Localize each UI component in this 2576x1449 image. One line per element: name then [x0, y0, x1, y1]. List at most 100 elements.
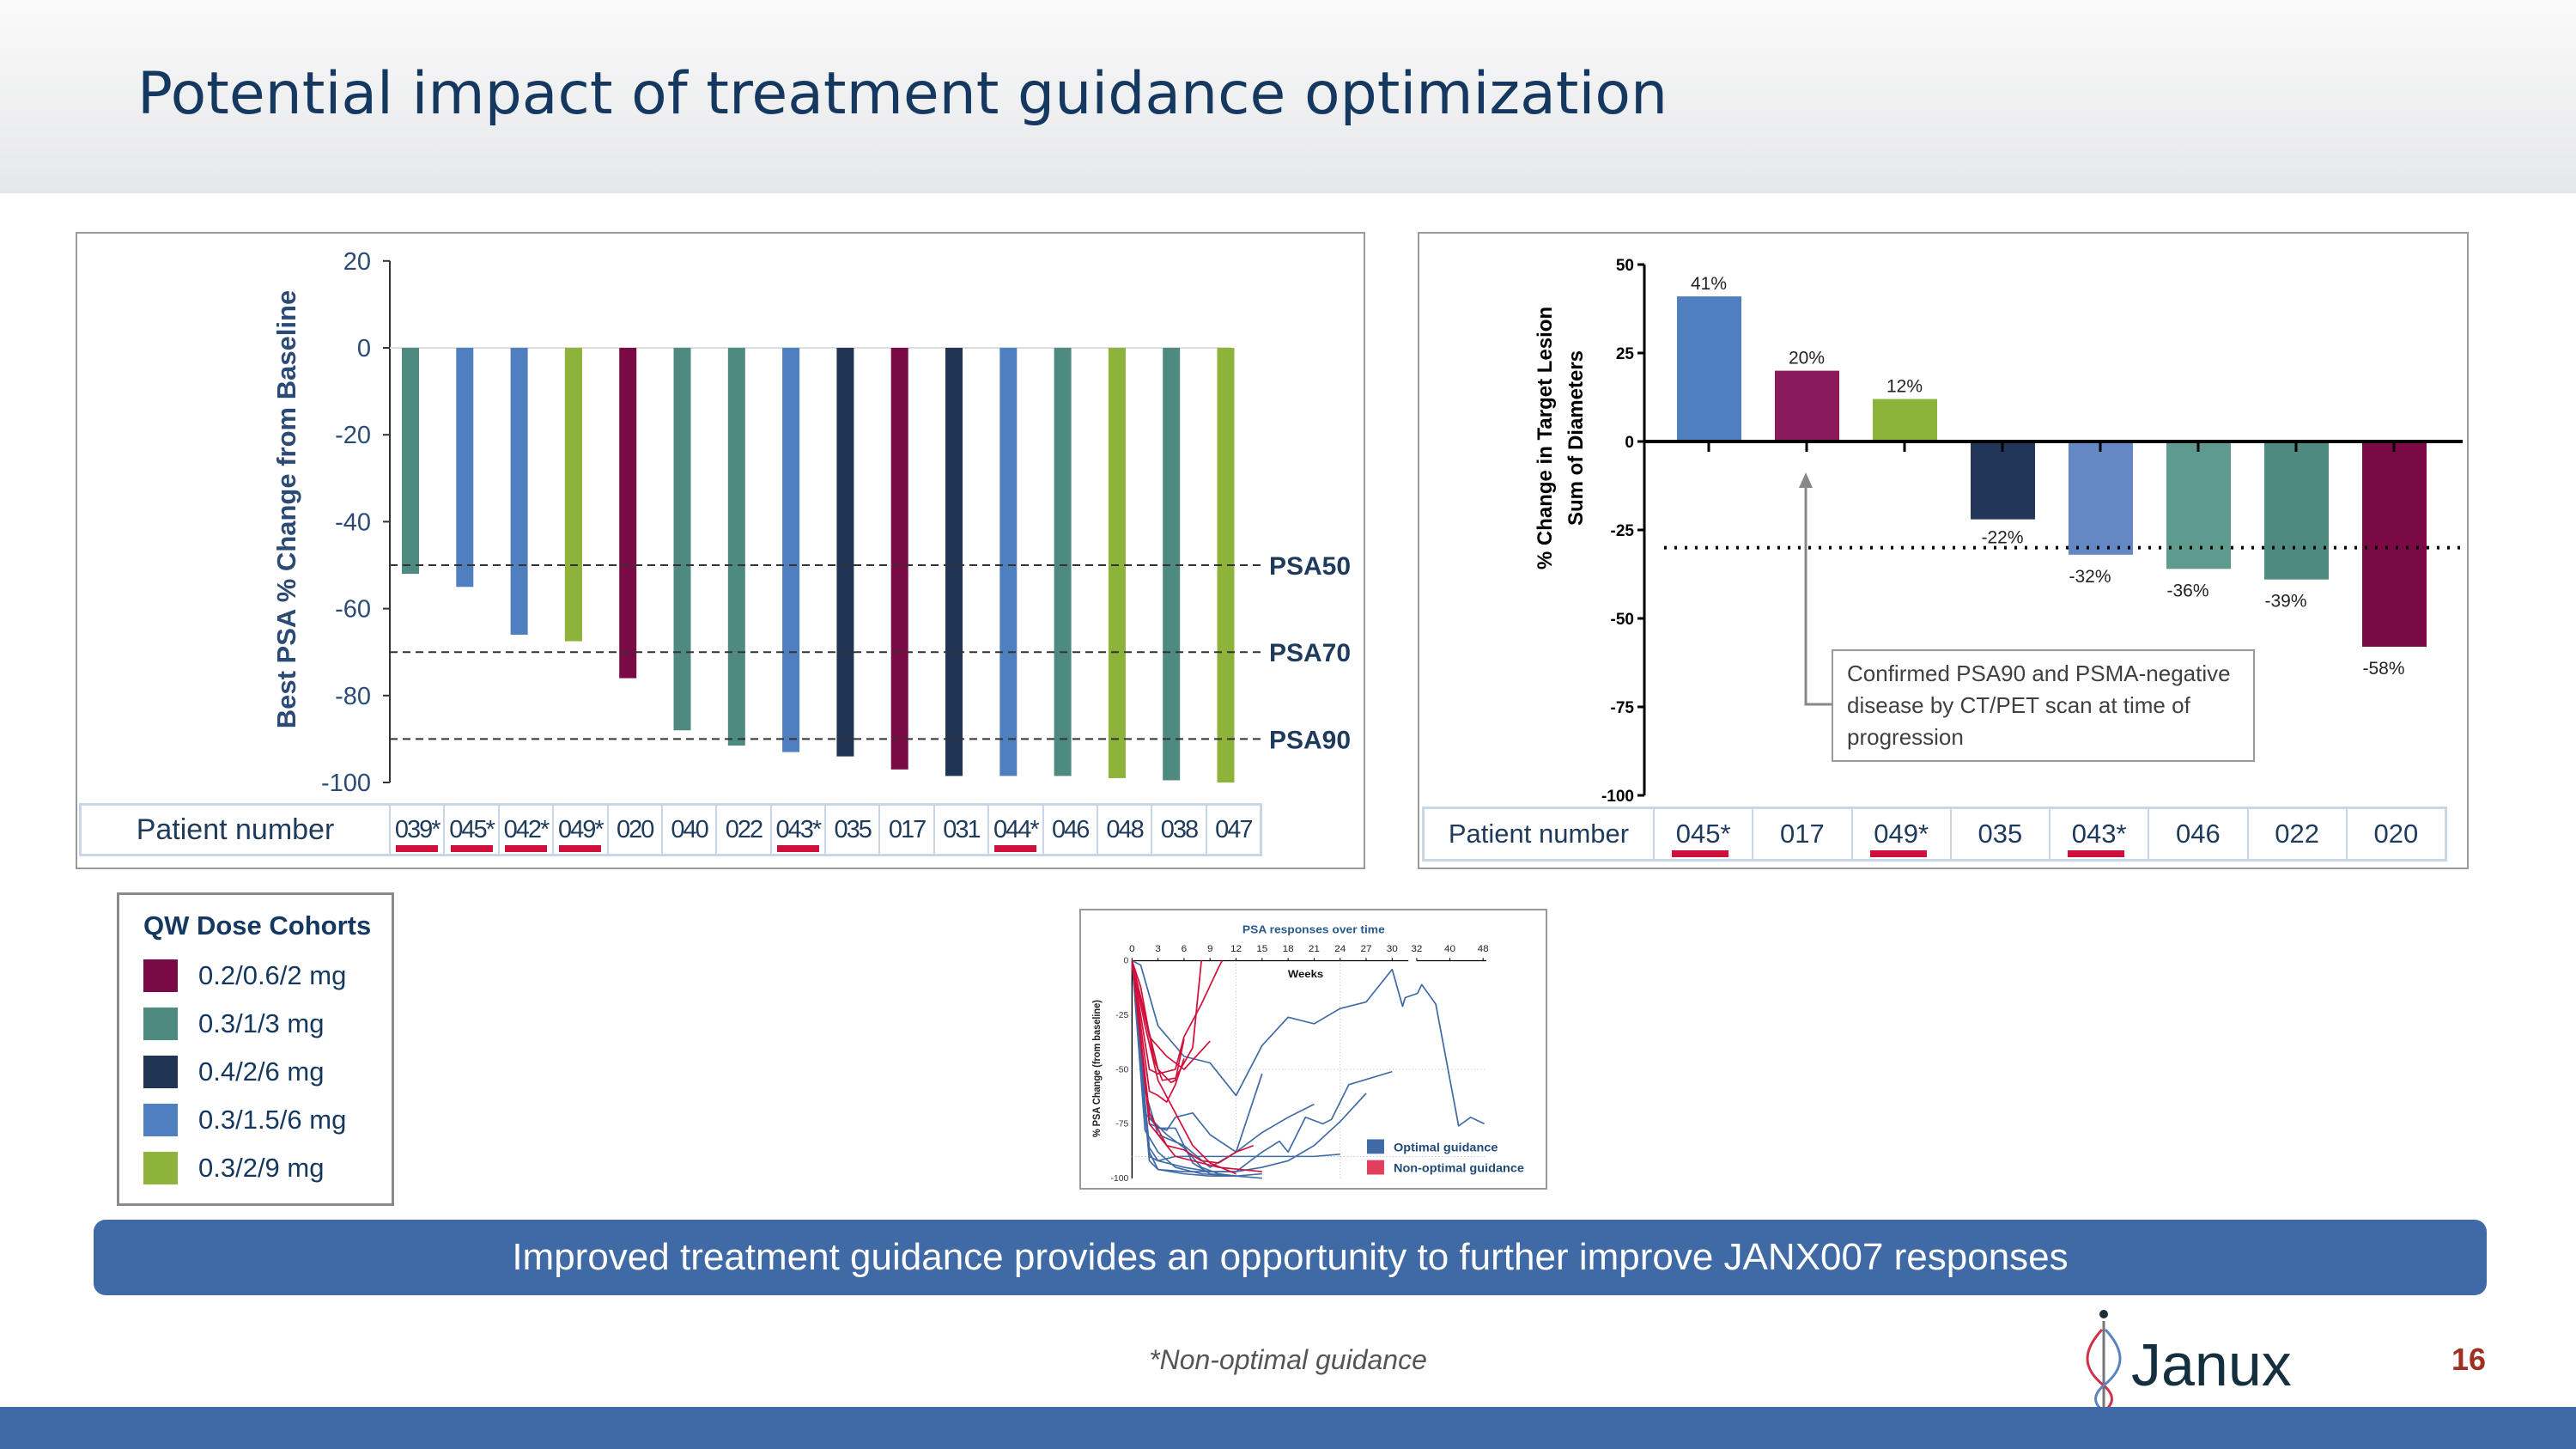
x-tick-label: 9 — [1207, 944, 1213, 954]
legend-item: 0.3/1/3 mg — [143, 1000, 392, 1048]
y-axis-label-line2: Sum of Diameters — [1564, 350, 1588, 526]
patient-cell: 035 — [824, 806, 878, 854]
patient-cell: 038 — [1151, 806, 1205, 854]
patient-cell: 045* — [1653, 809, 1752, 859]
patient-id: 022 — [2275, 819, 2319, 849]
bar-040 — [673, 348, 691, 731]
legend-label: 0.3/1/3 mg — [198, 1008, 325, 1038]
bar-035 — [1971, 441, 2035, 520]
janux-logo: Janux — [2078, 1304, 2336, 1416]
patient-cell: 022 — [2246, 809, 2346, 859]
optimal-line-7 — [1131, 960, 1262, 1179]
data-label: -58% — [2362, 659, 2404, 679]
bar-017 — [890, 348, 908, 770]
x-axis-label: Weeks — [1288, 969, 1323, 981]
patient-cell: 046 — [1042, 806, 1097, 854]
x-tick-label: 32 — [1411, 944, 1422, 954]
optimal-line-1 — [1131, 959, 1485, 1127]
y-tick-label: -40 — [335, 508, 371, 536]
annotation-box: Confirmed PSA90 and PSMA-negative diseas… — [1832, 649, 2255, 762]
bar-049* — [1873, 399, 1937, 441]
legend-swatch — [143, 1152, 178, 1184]
patient-id: 045* — [1675, 819, 1731, 849]
key-message-banner: Improved treatment guidance provides an … — [94, 1220, 2487, 1295]
page-title: Potential impact of treatment guidance o… — [137, 60, 1668, 128]
patient-id: 020 — [616, 815, 654, 843]
patient-id: 049* — [1874, 819, 1929, 849]
bar-022 — [727, 348, 745, 746]
x-tick-label: 30 — [1387, 944, 1398, 954]
non-optimal-line-2 — [1131, 960, 1224, 1075]
optimal-line-3 — [1131, 960, 1315, 1154]
patient-id: 043* — [2071, 819, 2127, 849]
y-tick-label: 20 — [343, 248, 371, 276]
legend-swatch — [143, 1008, 178, 1040]
bar-044* — [999, 348, 1018, 776]
non-optimal-underline — [994, 845, 1037, 852]
legend-swatch — [143, 959, 178, 992]
y-tick-label: -80 — [335, 683, 371, 710]
y-tick-label: -25 — [1611, 522, 1635, 540]
y-tick-label: -100 — [1111, 1174, 1129, 1184]
legend-item: 0.4/2/6 mg — [143, 1048, 392, 1096]
patient-id: 040 — [671, 815, 708, 843]
lesion-waterfall-chart: % Change in Target Lesion Sum of Diamete… — [1534, 257, 2463, 806]
patient-cell: 020 — [606, 806, 661, 854]
x-tick-label: 3 — [1155, 944, 1161, 954]
patient-id: 046 — [2176, 819, 2221, 849]
patient-cell: 043* — [2049, 809, 2148, 859]
patient-id: 043* — [775, 815, 822, 843]
patient-id: 045* — [449, 815, 495, 843]
y-tick-label: 50 — [1616, 257, 1634, 275]
patient-cell: 039* — [389, 806, 443, 854]
y-tick-label: -50 — [1115, 1066, 1128, 1075]
lesion-waterfall-panel: % Change in Target Lesion Sum of Diamete… — [1418, 232, 2469, 869]
janux-logo-mark: Janux — [2086, 1310, 2292, 1413]
optimal-line-2 — [1131, 960, 1263, 1168]
bar-039* — [402, 348, 419, 575]
data-label: 20% — [1789, 349, 1825, 368]
y-tick-label: 0 — [1123, 957, 1128, 966]
patient-id: 035 — [834, 815, 872, 843]
patient-id: 038 — [1160, 815, 1199, 843]
data-label: -22% — [1981, 528, 2023, 548]
legend-label: 0.4/2/6 mg — [198, 1056, 325, 1087]
data-label: -39% — [2264, 592, 2306, 612]
patient-cell: 043* — [769, 806, 824, 854]
y-tick-label: -75 — [1115, 1120, 1128, 1129]
y-tick-label: 25 — [1616, 345, 1635, 363]
legend-label: 0.3/2/9 mg — [198, 1153, 325, 1183]
non-optimal-underline — [504, 845, 547, 852]
x-tick-label: 15 — [1256, 944, 1267, 954]
legend-item: 0.3/2/9 mg — [143, 1144, 392, 1192]
footnote: *Non-optimal guidance — [1149, 1344, 1427, 1375]
non-optimal-line-8 — [1131, 960, 1262, 1172]
y-tick-label: 0 — [357, 335, 371, 362]
legend-swatch — [143, 1056, 178, 1088]
legend-label: Non-optimal guidance — [1394, 1161, 1524, 1174]
bar-031 — [945, 348, 963, 776]
x-tick-label: 21 — [1309, 944, 1320, 954]
psa-waterfall-panel: Best PSA % Change from Baseline 20 0 -20 -4… — [76, 232, 1365, 869]
bar-045* — [1677, 296, 1741, 441]
non-optimal-line-4 — [1131, 960, 1211, 1070]
x-tick-label: 6 — [1182, 944, 1188, 954]
arrow-head-icon — [1799, 472, 1813, 488]
legend-swatch — [1366, 1160, 1384, 1175]
reference-label-psa90: PSA90 — [1269, 726, 1351, 754]
y-axis-label-line1: % Change in Target Lesion — [1534, 307, 1557, 569]
bar-047 — [1217, 348, 1235, 782]
patient-cell: 017 — [1752, 809, 1850, 859]
y-tick-label: -60 — [335, 596, 371, 624]
patient-cell: 046 — [2148, 809, 2246, 859]
x-tick-label: 18 — [1283, 944, 1294, 954]
patient-id: 017 — [1780, 819, 1825, 849]
patient-cell: 020 — [2345, 809, 2445, 859]
x-tick-label: 40 — [1444, 944, 1455, 954]
bar-042* — [510, 348, 528, 635]
patient-cell: 044* — [987, 806, 1042, 854]
row-label: Patient number — [1448, 819, 1630, 849]
non-optimal-line-6 — [1131, 960, 1236, 1175]
non-optimal-underline — [2068, 850, 2125, 857]
patient-cell: 049* — [552, 806, 606, 854]
